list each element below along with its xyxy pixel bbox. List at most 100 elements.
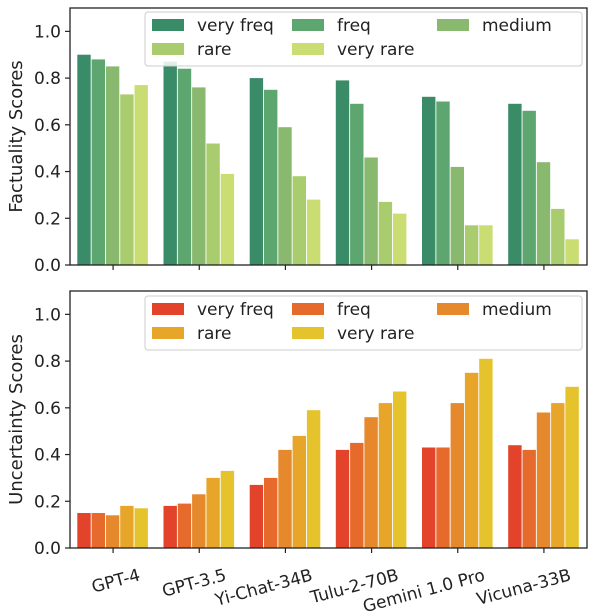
bar — [177, 503, 192, 548]
bar — [508, 445, 522, 548]
legend-swatch — [292, 43, 324, 55]
legend-swatch — [152, 303, 184, 315]
legend-box — [144, 11, 583, 67]
bar — [292, 435, 306, 548]
legend-swatch — [292, 303, 324, 315]
bar — [393, 391, 407, 548]
bar — [350, 103, 364, 265]
bar — [120, 505, 134, 548]
bar — [249, 78, 264, 265]
bar — [422, 96, 436, 265]
legend-swatch — [437, 19, 469, 31]
bar — [508, 103, 522, 265]
y-tick-label: 0.4 — [34, 446, 61, 466]
bar — [522, 110, 536, 265]
bar — [134, 508, 148, 548]
legend-swatch — [292, 327, 324, 339]
bar — [536, 162, 551, 265]
bar — [436, 101, 450, 265]
bar — [565, 386, 579, 548]
plot-frame — [69, 7, 588, 266]
bar — [364, 157, 378, 265]
bar — [264, 477, 278, 548]
bar — [393, 213, 407, 265]
legend-swatch — [152, 19, 184, 31]
bar — [292, 176, 306, 265]
bar — [350, 442, 364, 548]
legend-label: very freq — [197, 300, 274, 320]
bar — [464, 372, 479, 548]
legend-label: medium — [482, 300, 552, 320]
y-tick-label: 0.2 — [34, 492, 61, 512]
bar — [536, 412, 551, 548]
x-tick-label: Vicuna-33B — [475, 566, 574, 610]
y-tick-label: 0.8 — [34, 352, 61, 372]
bar — [522, 449, 536, 548]
y-axis-label: Factuality Scores — [6, 60, 27, 212]
bar — [264, 89, 278, 265]
bar — [163, 505, 177, 548]
legend-label: very rare — [337, 40, 414, 60]
bar — [464, 225, 479, 265]
legend-swatch — [152, 327, 184, 339]
bar — [206, 477, 220, 548]
y-tick-label: 0.2 — [34, 209, 61, 229]
bar — [91, 513, 105, 548]
y-axis-label: Uncertainty Scores — [6, 334, 27, 505]
bar — [105, 66, 120, 266]
bar — [249, 484, 264, 548]
bar — [450, 403, 464, 548]
bar — [220, 470, 235, 548]
bar — [192, 494, 206, 548]
bar — [134, 85, 148, 265]
bar — [551, 208, 565, 265]
bar — [565, 239, 579, 265]
legend-label: freq — [337, 300, 371, 320]
legend-swatch — [292, 19, 324, 31]
y-tick-label: 0.0 — [34, 539, 61, 559]
x-tick-label: GPT-4 — [90, 566, 143, 598]
bar — [450, 166, 464, 265]
bar — [105, 515, 120, 548]
y-tick-label: 1.0 — [34, 305, 61, 325]
bar — [278, 127, 292, 265]
legend-label: freq — [337, 16, 371, 36]
bar — [306, 199, 321, 265]
legend-swatch — [437, 303, 469, 315]
legend-box — [144, 295, 583, 351]
bar — [220, 173, 235, 265]
chart-panel-2: 0.0 0.2 0.4 0.6 0.8 1.0 Uncertainty Scores GPT-… — [6, 290, 588, 611]
bar — [177, 68, 192, 265]
bar — [77, 513, 91, 548]
legend-label: very rare — [337, 324, 414, 344]
bar — [378, 403, 393, 548]
bar — [120, 94, 134, 266]
bar — [192, 87, 206, 266]
y-tick-label: 0.6 — [34, 116, 61, 136]
y-tick-label: 0.4 — [34, 163, 61, 183]
bar — [551, 403, 565, 548]
bar — [364, 417, 378, 548]
bar — [479, 225, 493, 265]
bar — [436, 447, 450, 548]
bar — [77, 54, 91, 266]
bar — [163, 61, 177, 266]
bar — [422, 447, 436, 548]
bar — [306, 410, 321, 548]
bar — [278, 449, 292, 548]
bar — [91, 59, 105, 266]
x-tick-label: Yi-Chat-34B — [212, 566, 315, 611]
legend-label: medium — [482, 16, 552, 36]
y-tick-label: 0.0 — [34, 256, 61, 276]
chart-panel-1: 0.0 0.2 0.4 0.6 0.8 1.0 Factuality Scores very … — [6, 7, 588, 276]
legend-label: rare — [197, 324, 231, 344]
bar — [335, 80, 350, 266]
y-tick-label: 0.6 — [34, 399, 61, 419]
y-tick-label: 1.0 — [34, 22, 61, 42]
y-tick-label: 0.8 — [34, 69, 61, 89]
bar — [206, 143, 220, 265]
legend-label: very freq — [197, 16, 274, 36]
legend-label: rare — [197, 40, 231, 60]
plot-frame — [69, 290, 588, 549]
